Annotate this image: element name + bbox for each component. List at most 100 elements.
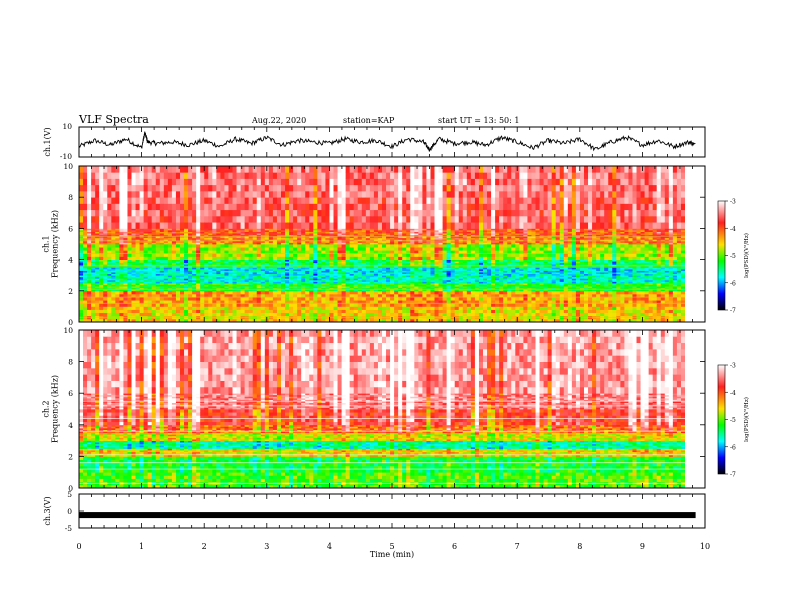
ch1-spectrogram-cell — [297, 264, 302, 267]
ch1-spectrogram-cell — [313, 279, 318, 282]
ch1-spectrogram-cell — [208, 284, 213, 287]
ch1-spectrogram-cell — [313, 275, 318, 278]
ch1-spectrogram-cell — [313, 231, 318, 234]
ch1-spectrogram-cell — [91, 272, 96, 275]
ch1-spectrogram-cell — [188, 283, 193, 285]
ch1-spectrogram-cell — [248, 286, 254, 289]
ch1-spectrogram-cell — [317, 233, 322, 236]
ch1-spectrogram-cell — [260, 278, 266, 281]
ch1-spectrogram-cell — [244, 293, 250, 298]
ch1-spectrogram-cell — [143, 272, 149, 275]
ch1-spectrogram-cell — [79, 303, 84, 307]
ch1-spectrogram-cell — [135, 203, 140, 211]
ch1-spectrogram-cell — [264, 273, 270, 276]
ch1-spectrogram-cell — [252, 284, 258, 287]
ch1-spectrogram-cell — [184, 293, 189, 298]
ch1-spectrogram-cell — [329, 240, 334, 243]
ch1-spectrogram-cell — [163, 203, 169, 211]
ch1-spectrogram-cell — [204, 265, 209, 268]
ch1-spectrogram-cell — [131, 287, 136, 290]
ch1-spectrogram-cell — [107, 233, 112, 236]
ch1-spectrogram-cell — [321, 259, 326, 262]
ch1-spectrogram-cell — [244, 275, 250, 278]
ch1-spectrogram-cell — [369, 190, 375, 198]
ch1-spectrogram-cell — [281, 273, 286, 276]
ch1-spectrogram-cell — [99, 229, 104, 232]
ch1-spectrogram-cell — [224, 278, 229, 281]
ch1-spectrogram-cell — [333, 172, 338, 179]
ch1-spectrogram-cell — [260, 228, 266, 231]
ch1-spectrogram-cell — [325, 172, 330, 179]
ch1-spectrogram-cell — [410, 306, 415, 310]
ch1-spectrogram-cell — [79, 178, 84, 186]
ch1-spectrogram-cell — [139, 237, 145, 240]
ch1-spectrogram-cell — [192, 237, 197, 240]
ch1-spectrogram-cell — [171, 222, 177, 229]
ch1-spectrogram-cell — [184, 233, 189, 236]
ch1-spectrogram-cell — [260, 293, 266, 298]
ch1-spectrogram-cell — [159, 284, 165, 287]
ch1-spectrogram-cell — [232, 265, 237, 268]
ch1-spectrogram-cell — [232, 309, 237, 314]
ch1-spectrogram-cell — [180, 250, 185, 254]
ch1-spectrogram-cell — [434, 309, 439, 314]
ch1-spectrogram-cell — [402, 290, 407, 295]
ch1-spectrogram-cell — [329, 267, 334, 270]
ch1-spectrogram-cell — [418, 309, 423, 314]
ch1-spectrogram-cell — [115, 303, 120, 307]
ch1-spectrogram-cell — [103, 279, 108, 282]
ch1-spectrogram-cell — [220, 209, 225, 217]
ch1-spectrogram-cell — [175, 289, 181, 292]
ch1-spectrogram-cell — [276, 197, 282, 204]
ch1-spectrogram-cell — [248, 272, 254, 275]
ch1-spectrogram-cell — [87, 244, 92, 248]
ch1-spectrogram-cell — [184, 290, 189, 295]
ch1-spectrogram-cell — [200, 286, 205, 289]
ch1-spectrogram-cell — [175, 273, 181, 276]
ch1-spectrogram-cell — [414, 256, 419, 260]
ch1-spectrogram-cell — [111, 250, 116, 254]
ch1-spectrogram-cell — [135, 275, 140, 278]
ch1-spectrogram-cell — [406, 306, 411, 310]
ch1-spectrogram-cell — [349, 253, 355, 257]
ch1-spectrogram-cell — [159, 237, 165, 240]
ch1-spectrogram-cell — [240, 237, 246, 240]
ch1-spectrogram-cell — [180, 247, 185, 251]
ch1-spectrogram-cell — [353, 244, 359, 248]
ch1-spectrogram-cell — [204, 300, 209, 304]
ch1-spectrogram-cell — [369, 247, 375, 251]
ch1-spectrogram-cell — [256, 300, 262, 304]
ch1-spectrogram-cell — [87, 284, 92, 287]
ch1-spectrogram-cell — [175, 209, 181, 217]
ch1-spectrogram-cell — [180, 268, 185, 271]
ch1-spectrogram-cell — [200, 209, 205, 217]
ch1-spectrogram-cell — [333, 297, 338, 301]
ch1-spectrogram-cell — [216, 178, 221, 186]
ch1-spectrogram-cell — [244, 240, 250, 243]
ch1-spectrogram-cell — [159, 264, 165, 267]
ch1-spectrogram-cell — [91, 240, 96, 243]
ch1-spectrogram-cell — [188, 250, 193, 254]
ch1-spectrogram-cell — [83, 228, 88, 231]
ch1-spectrogram-cell — [272, 203, 278, 211]
ch1-spectrogram-cell — [131, 276, 136, 279]
ch1-spectrogram-cell — [317, 289, 322, 292]
ch1-spectrogram-cell — [180, 272, 185, 275]
ch1-spectrogram-cell — [236, 259, 241, 262]
ch1-spectrogram-cell — [406, 309, 411, 314]
ch1-spectrogram-cell — [256, 278, 262, 281]
ch1-spectrogram-cell — [188, 273, 193, 276]
ch1-spectrogram-cell — [297, 215, 302, 223]
ch1-spectrogram-cell — [143, 253, 149, 257]
ch1-spectrogram-cell — [333, 279, 338, 282]
ch1-spectrogram-cell — [333, 303, 338, 307]
ch1-spectrogram-cell — [410, 309, 415, 314]
ch1-spectrogram-cell — [256, 259, 262, 262]
ch1-spectrogram-cell — [139, 297, 145, 301]
ch1-spectrogram-cell — [91, 259, 96, 262]
ch1-spectrogram-cell — [83, 273, 88, 276]
ch1-spectrogram-cell — [155, 239, 161, 242]
ch1-spectrogram-cell — [297, 244, 302, 248]
ch1-spectrogram-cell — [430, 203, 435, 211]
ch1-spectrogram-cell — [103, 284, 108, 287]
